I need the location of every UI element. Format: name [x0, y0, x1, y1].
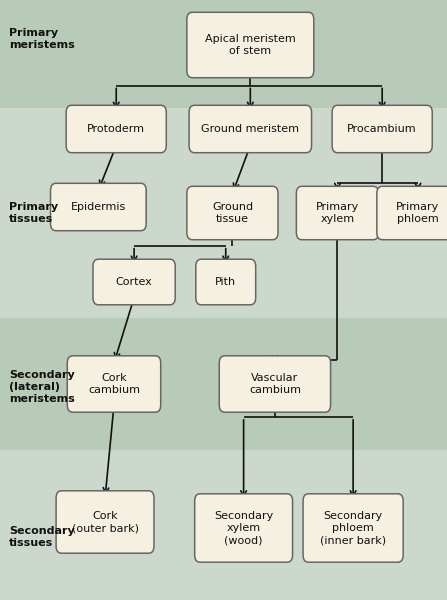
Text: Secondary
(lateral)
meristems: Secondary (lateral) meristems — [9, 370, 75, 404]
FancyBboxPatch shape — [51, 184, 146, 230]
FancyBboxPatch shape — [187, 12, 314, 77]
Text: Ground
tissue: Ground tissue — [212, 202, 253, 224]
FancyBboxPatch shape — [196, 259, 256, 305]
FancyBboxPatch shape — [332, 106, 432, 152]
FancyBboxPatch shape — [187, 186, 278, 239]
FancyBboxPatch shape — [93, 259, 175, 305]
FancyBboxPatch shape — [67, 356, 161, 412]
FancyBboxPatch shape — [296, 186, 379, 239]
FancyBboxPatch shape — [195, 494, 292, 562]
Text: Ground meristem: Ground meristem — [201, 124, 299, 134]
Text: Vascular
cambium: Vascular cambium — [249, 373, 301, 395]
Text: Epidermis: Epidermis — [71, 202, 126, 212]
Text: Pith: Pith — [215, 277, 236, 287]
FancyBboxPatch shape — [189, 106, 312, 152]
Text: Cork
(outer bark): Cork (outer bark) — [72, 511, 139, 533]
Text: Primary
meristems: Primary meristems — [9, 28, 75, 50]
Text: Secondary
phloem
(inner bark): Secondary phloem (inner bark) — [320, 511, 386, 545]
Bar — [0, 450, 447, 600]
Bar — [0, 108, 447, 318]
Text: Procambium: Procambium — [347, 124, 417, 134]
FancyBboxPatch shape — [219, 356, 330, 412]
Text: Cortex: Cortex — [116, 277, 152, 287]
Text: Apical meristem
of stem: Apical meristem of stem — [205, 34, 296, 56]
Text: Protoderm: Protoderm — [87, 124, 145, 134]
Text: Secondary
tissues: Secondary tissues — [9, 526, 75, 548]
FancyBboxPatch shape — [56, 491, 154, 553]
Text: Cork
cambium: Cork cambium — [88, 373, 140, 395]
FancyBboxPatch shape — [66, 106, 166, 152]
Text: Primary
tissues: Primary tissues — [9, 202, 58, 224]
FancyBboxPatch shape — [303, 494, 403, 562]
Text: Primary
phloem: Primary phloem — [396, 202, 439, 224]
Bar — [0, 318, 447, 450]
Text: Secondary
xylem
(wood): Secondary xylem (wood) — [214, 511, 273, 545]
FancyBboxPatch shape — [377, 186, 447, 239]
Text: Primary
xylem: Primary xylem — [316, 202, 359, 224]
Bar — [0, 0, 447, 108]
